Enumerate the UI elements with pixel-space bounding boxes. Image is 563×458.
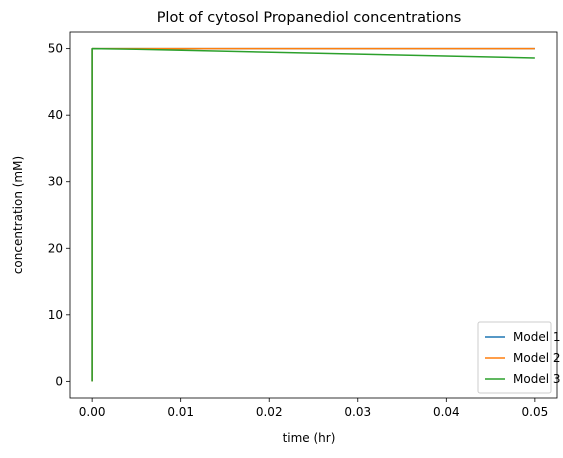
y-tick-label: 0 [55,374,63,388]
y-tick-label: 40 [48,108,63,122]
x-axis-label: time (hr) [283,431,336,445]
plot-area-frame [69,31,558,399]
x-tick-label: 0.05 [522,405,549,419]
series-line-1 [91,47,535,382]
y-tick-label: 20 [48,241,63,255]
y-tick-label: 50 [48,42,63,56]
x-tick-label: 0.03 [344,405,371,419]
x-tick-label: 0.02 [256,405,283,419]
x-tick-label: 0.04 [433,405,460,419]
y-tick-label: 30 [48,175,63,189]
legend: Model 1 Model 2 Model 3 [477,321,560,394]
legend-label: Model 3 [513,372,560,386]
x-tick-label: 0.00 [79,405,106,419]
series-line-3 [91,47,535,382]
legend-label: Model 1 [513,330,560,344]
series-line-2 [91,47,535,382]
y-axis-label: concentration (mM) [11,156,25,274]
legend-label: Model 2 [513,351,560,365]
legend-box [477,321,552,394]
x-tick-label: 0.01 [167,405,194,419]
y-tick-label: 10 [48,308,63,322]
chart-title: Plot of cytosol Propanediol concentratio… [157,10,462,26]
